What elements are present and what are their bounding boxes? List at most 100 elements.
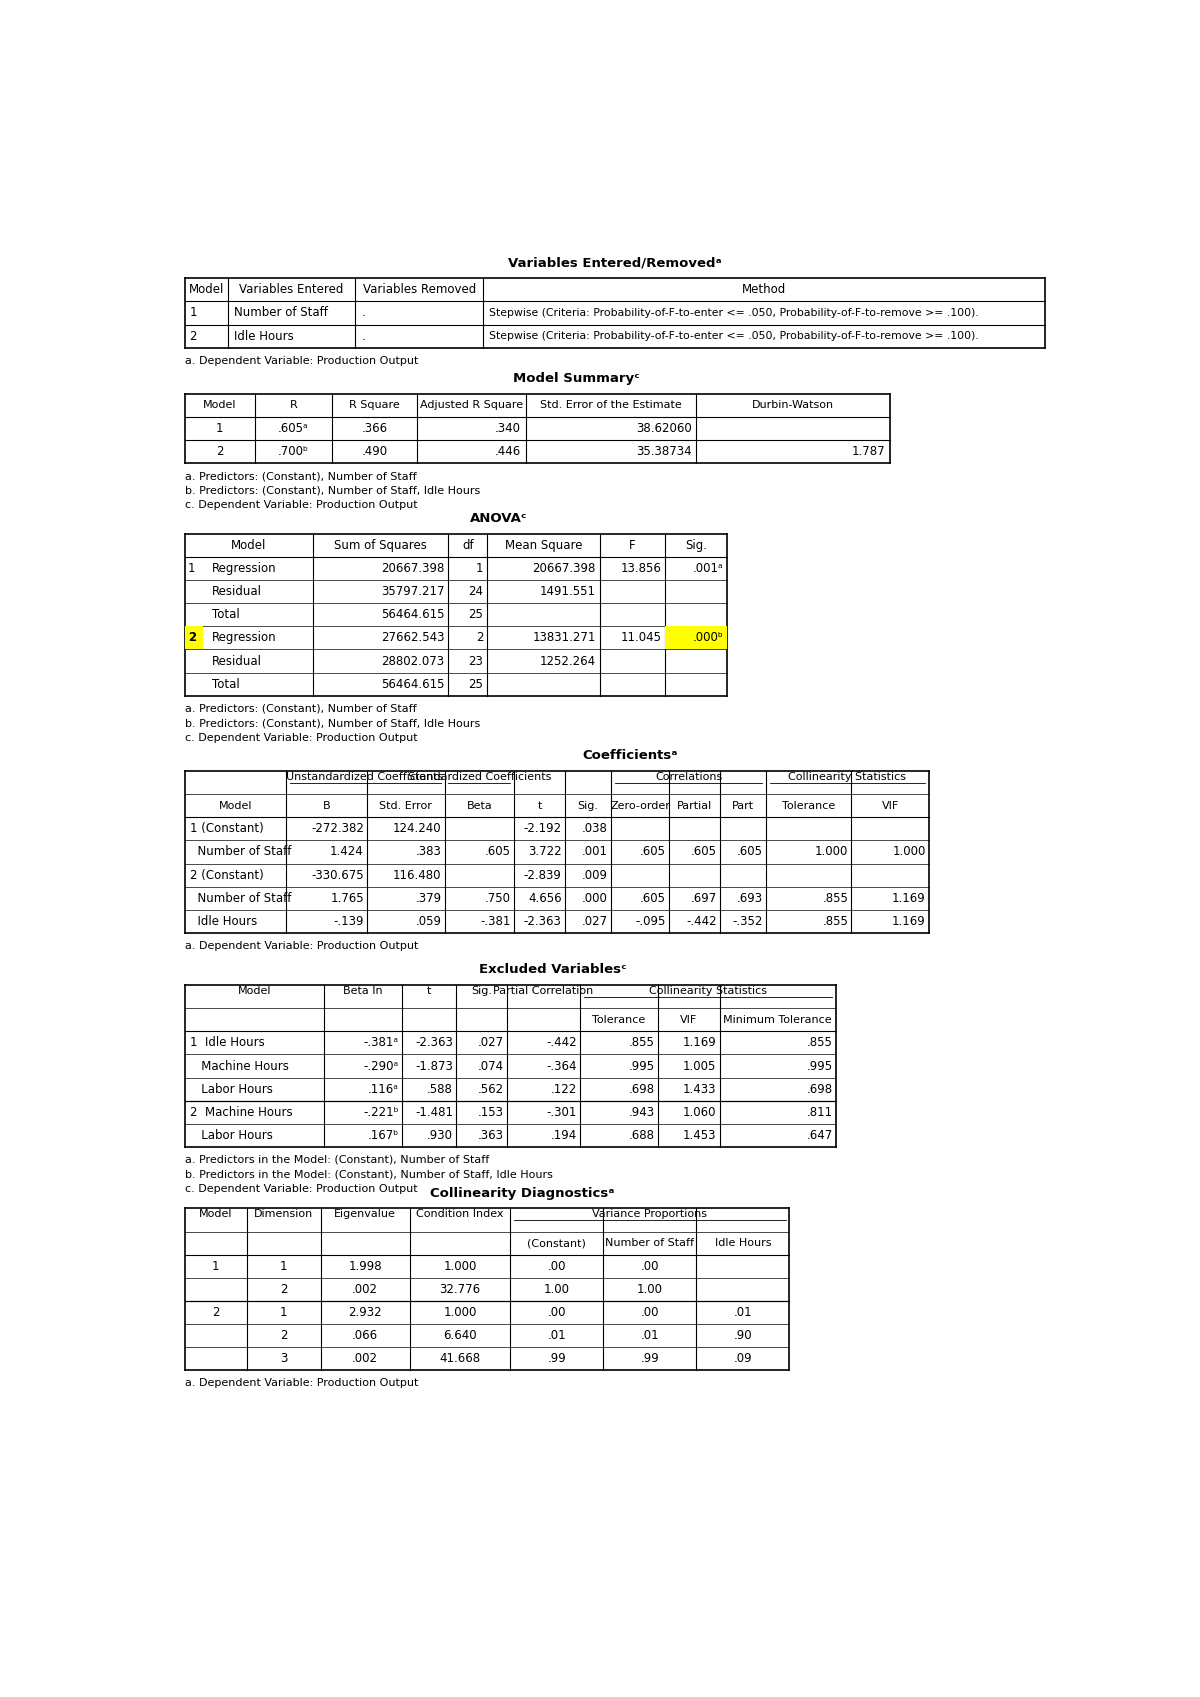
Text: c. Dependent Variable: Production Output: c. Dependent Variable: Production Output [185, 733, 418, 743]
Text: 1252.264: 1252.264 [540, 655, 595, 667]
Text: .00: .00 [547, 1259, 566, 1273]
Text: 1  Idle Hours: 1 Idle Hours [190, 1037, 264, 1049]
Text: 20667.398: 20667.398 [533, 562, 595, 575]
Text: Stepwise (Criteria: Probability-of-F-to-enter <= .050, Probability-of-F-to-remov: Stepwise (Criteria: Probability-of-F-to-… [490, 331, 979, 341]
Text: F: F [629, 540, 636, 552]
Text: Regression: Regression [212, 631, 277, 645]
Text: R Square: R Square [349, 400, 400, 411]
Text: .943: .943 [629, 1106, 654, 1118]
Text: 2 (Constant): 2 (Constant) [190, 869, 263, 881]
Text: a. Predictors: (Constant), Number of Staff: a. Predictors: (Constant), Number of Sta… [185, 704, 416, 714]
Text: .340: .340 [496, 423, 521, 434]
Text: .605: .605 [690, 845, 716, 859]
Text: .059: .059 [415, 915, 442, 928]
Text: 1: 1 [212, 1259, 220, 1273]
Text: .750: .750 [485, 891, 511, 905]
Text: Correlations: Correlations [655, 772, 722, 782]
Text: 1: 1 [475, 562, 484, 575]
Text: .99: .99 [641, 1353, 659, 1364]
Text: Sig.: Sig. [470, 986, 492, 996]
Text: .027: .027 [478, 1037, 504, 1049]
Text: .001: .001 [582, 845, 608, 859]
Text: Standardized Coefficients: Standardized Coefficients [408, 772, 551, 782]
Text: .363: .363 [478, 1129, 504, 1142]
Text: 1: 1 [190, 307, 197, 319]
Text: Variance Proportions: Variance Proportions [593, 1210, 707, 1218]
Text: -1.873: -1.873 [415, 1059, 454, 1073]
Text: 11.045: 11.045 [620, 631, 661, 645]
Text: -.095: -.095 [636, 915, 666, 928]
Text: .000ᵇ: .000ᵇ [692, 631, 724, 645]
Text: Condition Index: Condition Index [416, 1210, 504, 1218]
Text: .: . [361, 307, 365, 319]
Text: -2.363: -2.363 [523, 915, 562, 928]
Text: .698: .698 [629, 1083, 654, 1096]
Text: df: df [462, 540, 474, 552]
Text: Total: Total [212, 677, 240, 691]
Text: -.352: -.352 [733, 915, 763, 928]
Text: c. Dependent Variable: Production Output: c. Dependent Variable: Production Output [185, 1185, 418, 1195]
Text: 1: 1 [216, 423, 223, 434]
Text: .167ᵇ: .167ᵇ [367, 1129, 398, 1142]
Text: Tolerance: Tolerance [782, 801, 835, 811]
Text: Collinearity Diagnosticsᵃ: Collinearity Diagnosticsᵃ [430, 1186, 614, 1200]
Text: Labor Hours: Labor Hours [190, 1129, 272, 1142]
Text: .01: .01 [641, 1329, 659, 1342]
Text: Model: Model [188, 283, 224, 297]
Text: Residual: Residual [212, 655, 262, 667]
Text: 35.38734: 35.38734 [636, 445, 691, 458]
Text: Std. Error: Std. Error [379, 801, 432, 811]
Text: Excluded Variablesᶜ: Excluded Variablesᶜ [479, 964, 626, 976]
Text: -.442: -.442 [546, 1037, 577, 1049]
Text: 25: 25 [468, 608, 484, 621]
Text: Machine Hours: Machine Hours [190, 1059, 288, 1073]
Text: 3: 3 [280, 1353, 287, 1364]
Text: .066: .066 [352, 1329, 378, 1342]
Text: .038: .038 [582, 823, 608, 835]
Text: Variables Entered: Variables Entered [239, 283, 343, 297]
Text: -.221ᵇ: -.221ᵇ [364, 1106, 398, 1118]
Text: .009: .009 [582, 869, 608, 881]
Text: 1: 1 [280, 1307, 288, 1319]
Text: 2: 2 [475, 631, 484, 645]
Text: 13831.271: 13831.271 [533, 631, 595, 645]
Text: Variables Entered/Removedᵃ: Variables Entered/Removedᵃ [508, 256, 722, 270]
Text: -1.481: -1.481 [415, 1106, 454, 1118]
Text: a. Predictors: (Constant), Number of Staff: a. Predictors: (Constant), Number of Sta… [185, 472, 416, 482]
Text: 2: 2 [212, 1307, 220, 1319]
Text: 24: 24 [468, 585, 484, 599]
Text: .00: .00 [641, 1307, 659, 1319]
Text: 1.433: 1.433 [683, 1083, 716, 1096]
Text: Number of Staff: Number of Staff [190, 891, 290, 905]
Text: 1.169: 1.169 [892, 915, 925, 928]
Text: 1.787: 1.787 [852, 445, 886, 458]
Text: Model: Model [232, 540, 266, 552]
Text: .002: .002 [352, 1353, 378, 1364]
Text: a. Dependent Variable: Production Output: a. Dependent Variable: Production Output [185, 940, 419, 950]
Text: .697: .697 [690, 891, 716, 905]
Text: Minimum Tolerance: Minimum Tolerance [724, 1015, 832, 1025]
Text: -272.382: -272.382 [311, 823, 364, 835]
Text: b. Predictors: (Constant), Number of Staff, Idle Hours: b. Predictors: (Constant), Number of Sta… [185, 485, 480, 496]
Bar [185, 626, 204, 650]
Text: -.290ᵃ: -.290ᵃ [364, 1059, 398, 1073]
Text: .00: .00 [641, 1259, 659, 1273]
Text: Model: Model [218, 801, 252, 811]
Text: t: t [427, 986, 431, 996]
Text: -.301: -.301 [547, 1106, 577, 1118]
Text: -2.363: -2.363 [415, 1037, 454, 1049]
Text: b. Predictors in the Model: (Constant), Number of Staff, Idle Hours: b. Predictors in the Model: (Constant), … [185, 1169, 553, 1179]
Text: 32.776: 32.776 [439, 1283, 480, 1297]
Text: 1.169: 1.169 [892, 891, 925, 905]
Text: 2: 2 [280, 1329, 288, 1342]
Text: -2.839: -2.839 [523, 869, 562, 881]
Text: 1: 1 [280, 1259, 288, 1273]
Text: .588: .588 [427, 1083, 454, 1096]
Text: 25: 25 [468, 677, 484, 691]
Text: Sig.: Sig. [577, 801, 599, 811]
Text: 13.856: 13.856 [620, 562, 661, 575]
Text: .605: .605 [485, 845, 511, 859]
Text: Collinearity Statistics: Collinearity Statistics [788, 772, 906, 782]
Text: 23: 23 [468, 655, 484, 667]
Text: -330.675: -330.675 [311, 869, 364, 881]
